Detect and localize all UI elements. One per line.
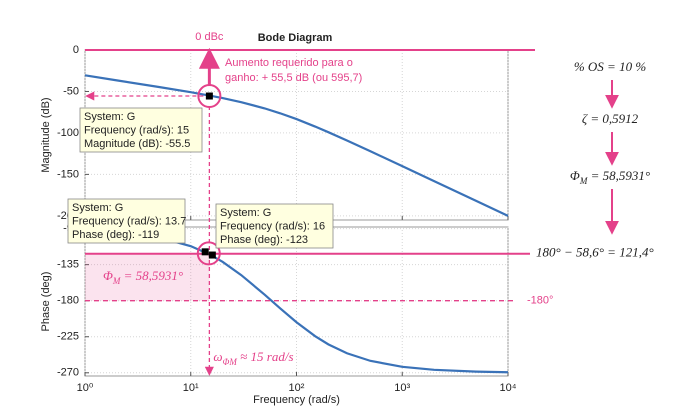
datatip-box [67, 198, 186, 244]
y-tick-label: -50 [63, 85, 79, 97]
frequency-label-part: ω [213, 349, 222, 364]
derivation-step-part: Φ [570, 168, 580, 183]
margin-label-part: Φ [103, 268, 113, 283]
y-tick-label: -150 [57, 168, 79, 180]
y-axis-label: Magnitude (dB) [40, 97, 52, 172]
gain-note: ganho: + 55,5 dB (ou 595,7) [225, 72, 362, 84]
x-tick-label: 10² [289, 382, 305, 394]
frequency-label-part: ≈ 15 rad/s [237, 349, 294, 364]
derivation-step-part: M [579, 176, 588, 186]
frequency-label: ωΦM ≈ 15 rad/s [213, 349, 293, 367]
y-tick-label: -135 [57, 259, 79, 271]
datatip-text: Frequency (rad/s): 15 [84, 124, 189, 136]
derivation-step: ΦM = 58,5931° [570, 168, 650, 186]
datatip-text: System: G [84, 111, 135, 123]
datatip-text: Phase (deg): -119 [72, 229, 159, 241]
x-tick-label: 10⁴ [500, 382, 517, 394]
margin-label-part: = 58,5931° [120, 268, 183, 283]
margin-region [85, 253, 210, 301]
datatip-text: Phase (deg): -123 [220, 234, 308, 246]
derivation-step: % OS = 10 % [574, 59, 646, 74]
datatip-text: Frequency (rad/s): 13.7 [72, 215, 186, 227]
x-tick-label: 10¹ [183, 382, 199, 394]
datatip-box [79, 107, 203, 153]
margin-label-part: M [112, 276, 121, 286]
chart-title: Bode Diagram [258, 32, 333, 44]
y-tick-label: -225 [57, 331, 79, 343]
datatip-marker [208, 251, 216, 259]
x-tick-label: 10⁰ [77, 382, 94, 394]
derivation-step: ζ = 0,5912 [582, 111, 639, 126]
datatip-marker [201, 248, 209, 256]
datatip-text: Magnitude (dB): -55.5 [84, 138, 190, 150]
y-tick-label: -180 [57, 295, 79, 307]
derivation-step-part: % OS = 10 % [574, 59, 646, 74]
gain-note: Aumento requerido para o [225, 57, 353, 69]
y-axis-label: Phase (deg) [40, 272, 52, 332]
x-tick-label: 10³ [394, 382, 410, 394]
phase-line-label: 180° − 58,6° = 121,4° [536, 245, 654, 260]
x-axis-label: Frequency (rad/s) [253, 394, 340, 406]
y-tick-label: 0 [73, 44, 79, 56]
y-tick-label: -100 [57, 127, 79, 139]
datatip-box [215, 203, 334, 249]
frequency-label-part: ΦM [223, 357, 238, 367]
highlight-circle [196, 241, 221, 266]
zero-db-label: 0 dBc [195, 31, 224, 43]
curve [84, 74, 509, 217]
derivation-step-part: ζ = 0,5912 [582, 111, 639, 126]
datatip-text: System: G [220, 207, 271, 219]
margin-label: ΦM = 58,5931° [103, 268, 183, 286]
limit-label: -180° [527, 295, 553, 307]
curve [84, 229, 509, 374]
datatip-text: Frequency (rad/s): 16 [220, 220, 325, 232]
datatip-text: System: G [72, 202, 123, 214]
derivation-step-part: = 58,5931° [587, 168, 650, 183]
y-tick-label: -270 [57, 367, 79, 379]
datatip-marker [205, 92, 213, 100]
